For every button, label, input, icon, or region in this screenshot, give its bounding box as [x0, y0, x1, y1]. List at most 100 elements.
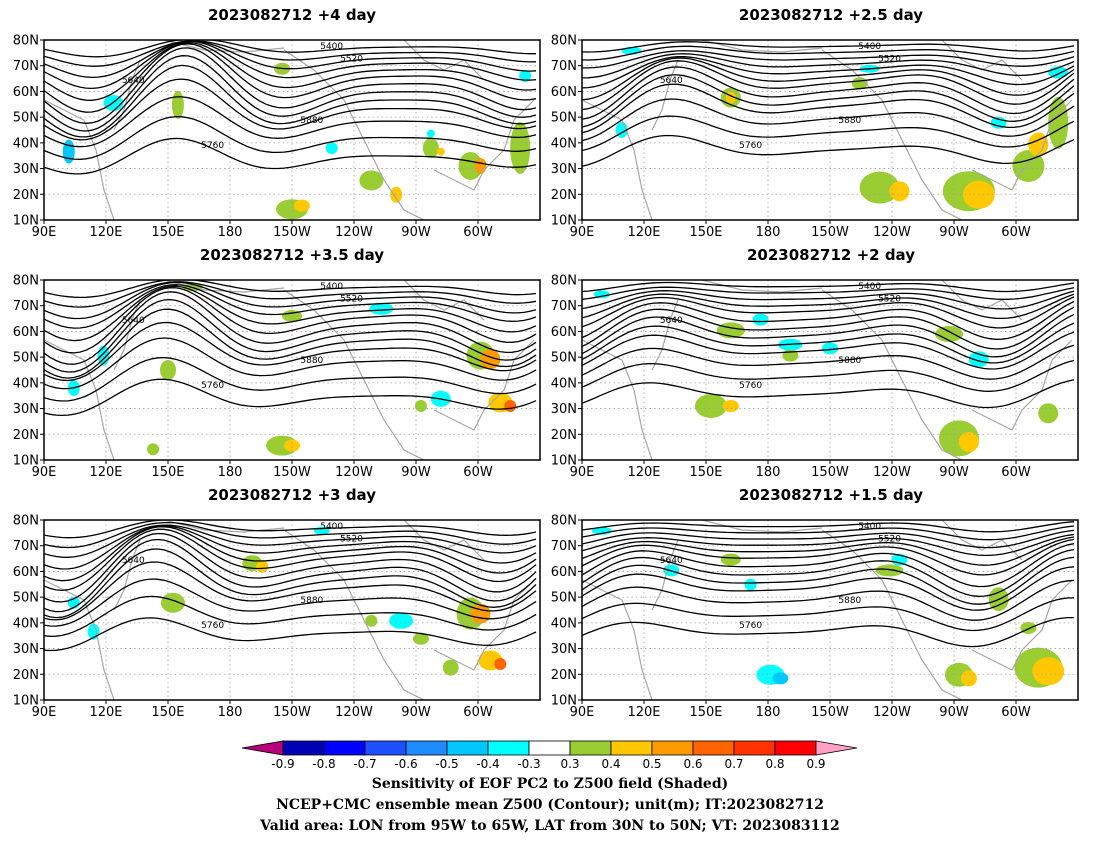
map-panel-2: 5400 5520 5640 5760 5880 80N 70N 60N 50N 40N 30N 20…: [551, 34, 1079, 240]
contour-line: [44, 40, 536, 58]
contour-label: 5760: [201, 141, 224, 151]
contour-line: [582, 322, 1075, 364]
contour-line: [44, 321, 537, 382]
hudson-coast: [403, 520, 485, 561]
lat-tick-label: 60N: [13, 565, 39, 580]
grid: [582, 40, 1078, 220]
asia-coast: [582, 339, 653, 460]
japan-coast: [651, 59, 679, 131]
lon-tick-label: 60W: [1001, 705, 1031, 720]
shade-blob: [958, 432, 979, 452]
colorbar-tick-label: 0.3: [560, 757, 579, 771]
shade-blob: [744, 578, 757, 591]
shade-blob: [962, 180, 995, 209]
lat-tick-label: 60N: [551, 325, 577, 340]
colorbar-segment: [774, 740, 817, 756]
shade-blob: [160, 592, 185, 613]
lat-tick-label: 80N: [551, 34, 577, 49]
map-panel-4: 5400 5520 5640 5760 5880 80N 70N 60N 50N 40N 30N 20…: [551, 274, 1079, 481]
contour-label: 5520: [340, 55, 363, 65]
contour-line: [582, 293, 1075, 320]
colorbar-segment: [405, 740, 448, 756]
contour-line: [44, 337, 537, 390]
grid: [44, 280, 540, 460]
lon-tick-label: 120E: [89, 705, 122, 720]
shade-blob: [720, 553, 741, 566]
contour-label: 5520: [878, 535, 901, 545]
contour-label: 5880: [838, 596, 861, 606]
colorbar-tick-label: 0.8: [765, 757, 784, 771]
colorbar-tick-label: -0.3: [517, 757, 540, 771]
contour-line: [582, 331, 1075, 370]
contour-line: [44, 40, 537, 90]
colorbar-left-arrow: [241, 740, 284, 756]
shade-blob: [474, 158, 487, 174]
shade-blob: [960, 670, 977, 687]
colorbar-tick-label: 0.5: [642, 757, 661, 771]
panel-title-3: 2023082712 +3.5 day: [199, 246, 385, 264]
shade-blob: [359, 170, 384, 191]
lat-tick-label: 50N: [13, 351, 39, 366]
colorbar-segment: [651, 740, 694, 756]
shade-blob: [458, 152, 483, 180]
contour-line: [582, 290, 1075, 310]
lon-tick-label: 60W: [1001, 465, 1031, 480]
contour-line: [582, 56, 1075, 89]
contour-line: [582, 60, 1075, 111]
asia-coast: [44, 99, 115, 220]
caption-line-2: NCEP+CMC ensemble mean Z500 (Contour); u…: [276, 797, 824, 813]
contour-line: [44, 524, 537, 558]
colorbar-right-arrow: [815, 740, 858, 756]
arctic-coast: [163, 520, 285, 533]
lon-tick-label: 180: [218, 705, 243, 720]
lon-tick-label: 120W: [873, 465, 911, 480]
lon-tick-label: 180: [218, 225, 243, 240]
lat-tick-label: 80N: [551, 514, 577, 529]
contour-line: [582, 344, 1075, 380]
lon-tick-label: 90W: [401, 465, 431, 480]
lat-tick-label: 50N: [551, 351, 577, 366]
lon-tick-label: 180: [218, 465, 243, 480]
contour-line: [44, 64, 537, 138]
contour-line: [44, 521, 537, 549]
contour-label: 5520: [878, 55, 901, 65]
shade-blob: [62, 139, 75, 164]
lon-tick-label: 90E: [570, 705, 595, 720]
shade-blob: [889, 181, 910, 202]
contour-line: [44, 96, 537, 148]
lat-tick-label: 10N: [13, 694, 39, 709]
map-panel-6: 5400 5520 5640 5760 5880 80N 70N 60N 50N 40N 30N 20…: [551, 514, 1079, 720]
lat-tick-label: 20N: [551, 428, 577, 443]
lon-tick-label: 150E: [689, 465, 722, 480]
na-east-coast: [433, 579, 535, 671]
contour-label: 5520: [340, 295, 363, 305]
lat-tick-label: 10N: [551, 454, 577, 469]
z500-contours: [582, 281, 1075, 409]
shade-blob: [389, 612, 414, 629]
lon-tick-label: 150E: [151, 225, 184, 240]
japan-coast: [113, 59, 141, 131]
z500-contours: [44, 520, 537, 652]
shade-blob: [256, 560, 269, 573]
contour-label: 5400: [858, 282, 881, 292]
contour-label: 5400: [858, 42, 881, 52]
contour-line: [44, 47, 537, 124]
contour-line: [582, 359, 1075, 392]
shade-blob: [504, 400, 517, 412]
shade-blob: [436, 147, 445, 156]
z500-contours: [44, 280, 537, 417]
contour-line: [582, 556, 1075, 605]
colorbar-segment: [733, 740, 776, 756]
contour-line: [44, 520, 537, 539]
lon-tick-label: 60W: [1001, 225, 1031, 240]
map-panel-1: 5400 5520 5640 5760 5880 80N 70N 60N 50N 40N 30N 20…: [13, 34, 541, 240]
lat-tick-label: 70N: [551, 299, 577, 314]
contour-line: [582, 521, 1075, 533]
contour-label: 5400: [320, 282, 343, 292]
contour-line: [44, 291, 537, 365]
lon-tick-label: 120W: [873, 705, 911, 720]
contour-label: 5760: [739, 621, 762, 631]
contour-line: [582, 379, 1075, 409]
contour-line: [44, 356, 537, 402]
